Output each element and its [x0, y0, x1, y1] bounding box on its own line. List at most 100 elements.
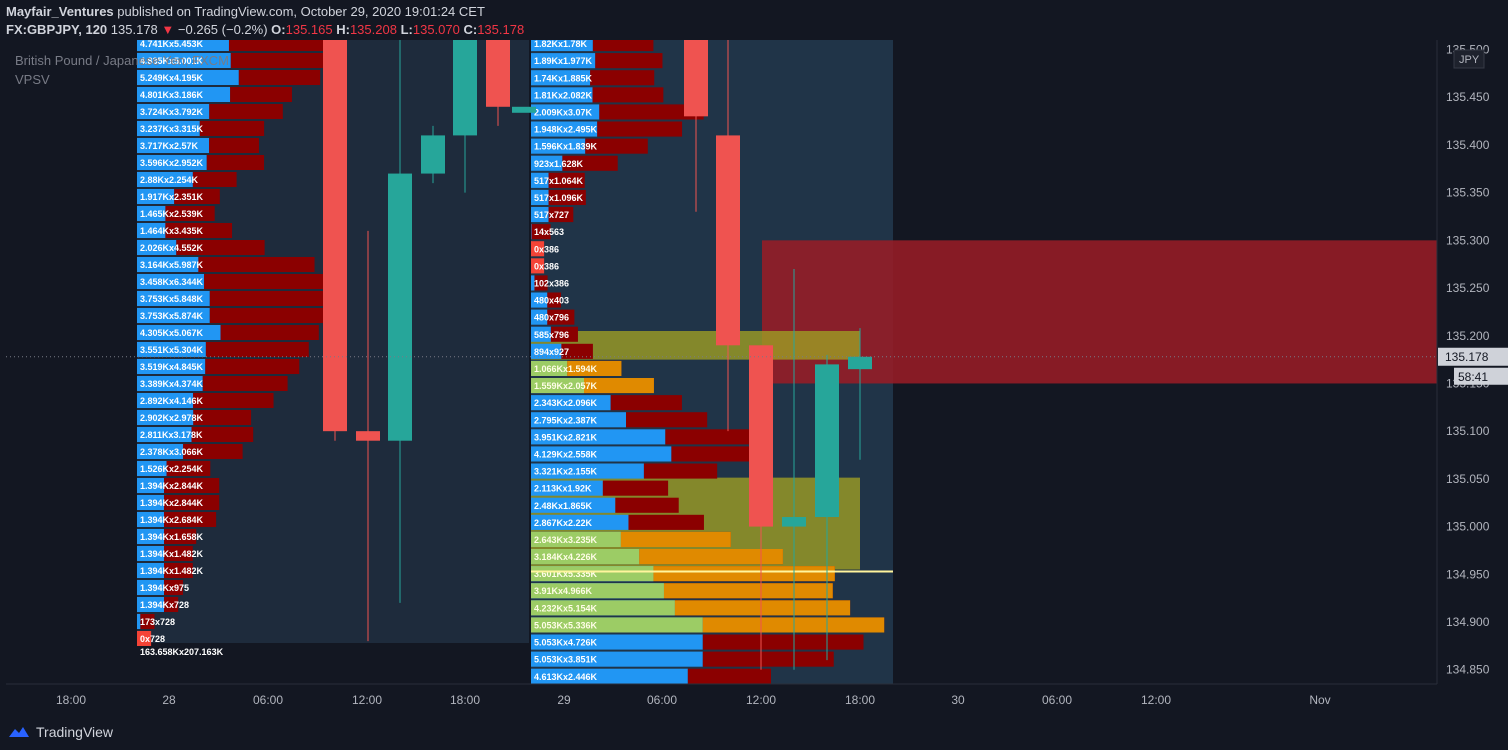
profile1-row-label: 0x728	[140, 634, 165, 644]
profile1-sell-bar	[164, 512, 217, 527]
profile2-buy-bar	[531, 224, 532, 240]
profile2-sell-bar	[602, 480, 669, 496]
low-value: 135.070	[412, 22, 460, 37]
value-area-buy-bar	[531, 600, 675, 616]
time-tick-label: 12:00	[746, 693, 776, 707]
profile1-buy-bar	[137, 410, 194, 425]
profile1-row-label: 4.741Kx5.453K	[140, 39, 204, 49]
profile1-sell-bar	[238, 70, 321, 85]
published-text: published on TradingView.com, October 29…	[117, 4, 485, 19]
profile2-sell-bar	[671, 446, 759, 462]
profile1-sell-bar	[206, 155, 265, 170]
profile2-row-label: 1.82Kx1.78K	[534, 39, 588, 49]
current-price-badge	[1438, 347, 1508, 366]
value-area-row-label: 2.643Kx3.235K	[534, 535, 598, 545]
value-area-buy-bar	[531, 378, 585, 394]
profile1-sell-bar	[140, 614, 155, 629]
profile1-sell-bar	[166, 461, 211, 476]
profile1-row-label: 2.026Kx4.552K	[140, 243, 204, 253]
open-value: 135.165	[285, 22, 333, 37]
profile1-row-label: 3.519Kx4.845K	[140, 362, 204, 372]
profile2-sell-bar	[628, 514, 704, 530]
open-label: O:	[271, 22, 286, 37]
profile2-buy-bar	[531, 463, 644, 479]
value-area-sell-bar	[663, 583, 833, 599]
profile2-buy-bar	[531, 292, 548, 308]
profile1-sell-bar	[164, 529, 197, 544]
price-tick-label: 135.400	[1446, 138, 1490, 152]
profile2-row-label: 102x386	[534, 278, 569, 288]
profile1-row-label: 1.465Kx2.539K	[140, 209, 204, 219]
instrument-name: British Pound / Japanese Yen, FXCM	[15, 53, 229, 68]
down-arrow-icon: ▼	[161, 22, 175, 37]
candle-body	[453, 30, 477, 136]
profile1-row-label: 1.394Kx728	[140, 600, 189, 610]
profile1-row-label: 3.596Kx2.952K	[140, 158, 204, 168]
last-price: 135.178	[110, 22, 158, 37]
candle-body	[815, 364, 839, 518]
value-area-sell-bar	[653, 566, 835, 582]
profile1-row-label: 4.305Kx5.067K	[140, 328, 204, 338]
profile2-row-label: 2.795Kx2.387K	[534, 415, 598, 425]
profile2-sell-bar	[592, 87, 664, 103]
profile1-sell-bar	[165, 223, 233, 238]
profile2-sell-bar	[687, 668, 772, 684]
profile1-sell-bar	[230, 87, 292, 102]
profile1-buy-bar	[137, 461, 167, 476]
price-tick-label: 135.450	[1446, 90, 1490, 104]
author-name[interactable]: Mayfair_Ventures	[6, 4, 114, 19]
profile2-buy-bar	[531, 497, 616, 513]
profile1-sell-bar	[137, 631, 152, 646]
tradingview-brand[interactable]: TradingView	[8, 724, 113, 740]
profile2-row-label: 2.009Kx3.07K	[534, 107, 593, 117]
profile1-sell-bar	[220, 325, 319, 340]
resistance-zone	[762, 240, 1437, 384]
symbol-label[interactable]: FX:GBPJPY, 120	[6, 22, 108, 37]
indicator-name[interactable]: VPSV	[15, 72, 50, 87]
profile2-sell-bar	[610, 395, 682, 411]
close-value: 135.178	[477, 22, 525, 37]
profile2-row-label: 5.053Kx4.726K	[534, 638, 598, 648]
profile2-buy-bar	[531, 514, 629, 530]
profile1-buy-bar	[137, 53, 231, 68]
value-area-buy-bar	[531, 360, 568, 376]
profile1-buy-bar	[137, 359, 206, 374]
profile1-sell-bar	[204, 274, 328, 289]
profile2-sell-bar	[550, 326, 578, 342]
time-tick-label: 28	[162, 693, 176, 707]
profile2-sell-bar	[534, 275, 548, 291]
profile2-buy-bar	[531, 480, 603, 496]
currency-badge	[1453, 49, 1485, 69]
profile1-buy-bar	[137, 580, 165, 595]
profile2-buy-bar	[531, 395, 611, 411]
price-tick-label: 135.350	[1446, 186, 1490, 200]
profile1-row-label: 173x728	[140, 617, 175, 627]
profile1-buy-bar	[137, 155, 207, 170]
candle-body	[848, 356, 872, 370]
candle-body	[323, 30, 347, 432]
profile2-buy-bar	[531, 668, 688, 684]
profile1-sell-bar	[209, 308, 324, 323]
candle-body	[749, 345, 773, 527]
time-tick-label: Nov	[1309, 693, 1330, 707]
profile1-sell-bar	[209, 291, 324, 306]
profile1-row-label: 3.753Kx5.848K	[140, 294, 204, 304]
price-change: −0.265 (−0.2%)	[177, 22, 268, 37]
candle-body	[782, 517, 806, 527]
profile2-buy-bar	[531, 87, 593, 103]
profile2-row-label: 2.113Kx1.92K	[534, 484, 592, 494]
profile1-buy-bar	[137, 138, 210, 153]
profile2-buy-bar	[531, 207, 549, 223]
time-tick-label: 06:00	[647, 693, 677, 707]
profile2-sell-bar	[597, 121, 683, 137]
profile2-row-label: 3.321Kx2.155K	[534, 467, 598, 477]
profile1-sell-bar	[164, 495, 220, 510]
value-area-sell-bar	[620, 531, 731, 547]
profile1-row-label: 1.394Kx1.482K	[140, 549, 204, 559]
profile2-buy-bar	[531, 412, 627, 428]
profile1-buy-bar	[137, 274, 205, 289]
price-tick-label: 135.000	[1446, 520, 1490, 534]
countdown-badge	[1454, 367, 1508, 385]
profile1-row-label: 1.394Kx1.482K	[140, 566, 204, 576]
